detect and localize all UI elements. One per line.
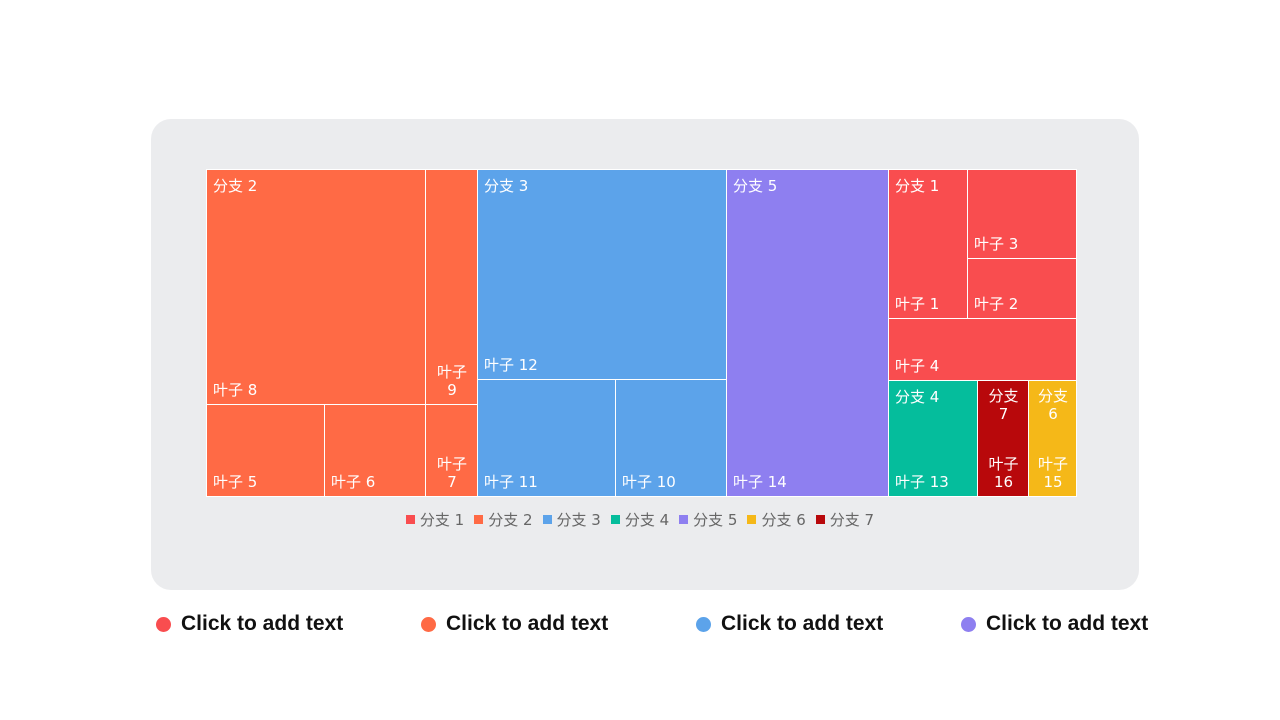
leaf-label: 叶子 12 [484, 356, 538, 374]
treemap-tile[interactable]: 分支 1 叶子 1 [888, 169, 968, 319]
treemap-tile[interactable]: 叶子 2 [967, 258, 1077, 319]
branch-label: 分支 6 [1037, 387, 1068, 423]
leaf-label: 叶子 2 [974, 295, 1019, 313]
treemap-tile[interactable]: 分支 4 叶子 13 [888, 380, 978, 497]
legend-swatch-icon [405, 514, 415, 524]
leaf-label: 叶子 14 [733, 473, 787, 491]
chart-legend: 分支 1 分支 2 分支 3 分支 4 分支 5 分支 6 分支 7 [0, 509, 1280, 529]
legend-item[interactable]: 分支 7 [815, 509, 875, 530]
leaf-label: 叶子 3 [974, 235, 1019, 253]
legend-label: 分支 5 [693, 510, 738, 529]
legend-item[interactable]: 分支 1 [405, 509, 465, 530]
footer-dot-icon [421, 616, 436, 632]
legend-swatch-icon [747, 514, 757, 524]
legend-label: 分支 6 [761, 510, 806, 529]
legend-item[interactable]: 分支 4 [610, 509, 670, 530]
treemap-tile[interactable]: 分支 6 叶子 15 [1028, 380, 1077, 497]
legend-label: 分支 7 [829, 510, 875, 529]
footer-text[interactable]: Click to add text [181, 612, 344, 635]
legend-swatch-icon [610, 514, 620, 524]
treemap-chart: 分支 2 叶子 8 叶子 9 叶子 5 叶子 6 叶子 7 分支 3 叶子 12 叶子 11 叶子… [206, 169, 1077, 497]
leaf-label: 叶子 4 [895, 357, 940, 375]
footer-text[interactable]: Click to add text [721, 612, 884, 635]
footer-dot-icon [696, 616, 711, 632]
leaf-label: 叶子 15 [1037, 455, 1068, 491]
footer-text[interactable]: Click to add text [446, 612, 609, 635]
legend-swatch-icon [474, 514, 484, 524]
treemap-tile[interactable]: 叶子 3 [967, 169, 1077, 259]
leaf-label: 叶子 6 [331, 473, 376, 491]
legend-item[interactable]: 分支 6 [747, 509, 806, 530]
footer-item-1[interactable]: Click to add text [156, 612, 343, 636]
branch-label: 分支 2 [213, 177, 258, 195]
treemap-tile[interactable]: 叶子 6 [324, 404, 426, 497]
treemap-tile[interactable]: 叶子 4 [888, 318, 1077, 381]
footer-text[interactable]: Click to add text [986, 612, 1149, 635]
leaf-label: 叶子 8 [213, 381, 258, 399]
branch-label: 分支 7 [988, 387, 1019, 423]
legend-label: 分支 3 [556, 510, 601, 529]
legend-item[interactable]: 分支 2 [474, 509, 533, 530]
branch-label: 分支 3 [484, 177, 529, 195]
treemap-tile[interactable]: 分支 3 叶子 12 [477, 169, 727, 380]
treemap-tile[interactable]: 分支 2 叶子 8 [206, 169, 426, 405]
footer-item-2[interactable]: Click to add text [421, 612, 608, 636]
branch-label: 分支 1 [895, 177, 940, 195]
footer-item-3[interactable]: Click to add text [696, 612, 883, 636]
legend-swatch-icon [679, 514, 689, 524]
leaf-label: 叶子 16 [988, 455, 1019, 491]
treemap-tile[interactable]: 分支 5 叶子 14 [726, 169, 889, 497]
treemap-tile[interactable]: 叶子 7 [425, 404, 478, 497]
footer-dot-icon [156, 616, 171, 632]
treemap-tile[interactable]: 分支 7 叶子 16 [977, 380, 1029, 497]
leaf-label: 叶子 13 [895, 473, 949, 491]
treemap-tile[interactable]: 叶子 11 [477, 379, 616, 497]
leaf-label: 叶子 7 [436, 455, 467, 491]
footer-item-4[interactable]: Click to add text [961, 612, 1148, 636]
legend-item[interactable]: 分支 3 [542, 509, 601, 530]
branch-label: 分支 4 [895, 388, 940, 406]
branch-label: 分支 5 [733, 177, 778, 195]
legend-swatch-icon [815, 514, 825, 524]
legend-label: 分支 1 [419, 510, 465, 529]
legend-label: 分支 2 [488, 510, 533, 529]
leaf-label: 叶子 11 [484, 473, 538, 491]
legend-swatch-icon [542, 514, 552, 524]
footer-dot-icon [961, 616, 976, 632]
leaf-label: 叶子 1 [895, 295, 940, 313]
leaf-label: 叶子 10 [622, 473, 676, 491]
leaf-label: 叶子 9 [436, 363, 467, 399]
treemap-tile[interactable]: 叶子 10 [615, 379, 727, 497]
treemap-tile[interactable]: 叶子 5 [206, 404, 325, 497]
legend-item[interactable]: 分支 5 [679, 509, 737, 530]
legend-label: 分支 4 [624, 510, 670, 529]
leaf-label: 叶子 5 [213, 473, 258, 491]
treemap-tile[interactable]: 叶子 9 [425, 169, 478, 405]
